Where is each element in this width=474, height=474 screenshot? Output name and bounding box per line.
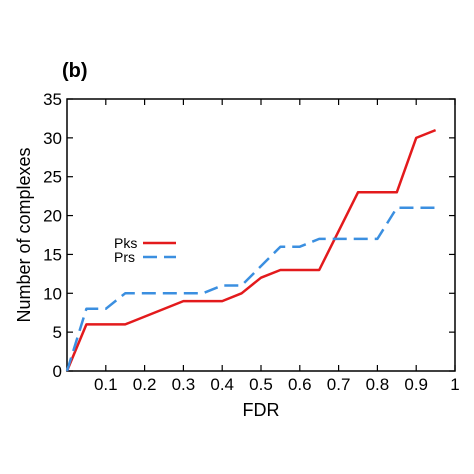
x-axis-label: FDR (243, 400, 280, 420)
x-tick-label: 0.3 (172, 375, 196, 394)
legend-label-prs: Prs (114, 249, 135, 265)
x-tick-label: 0.4 (210, 375, 234, 394)
y-tick-label: 5 (53, 323, 62, 342)
series-group (65, 128, 437, 372)
y-tick-label: 0 (53, 362, 62, 381)
y-tick-label: 10 (43, 284, 62, 303)
y-tick-label: 35 (43, 90, 62, 109)
x-tick-label: 0.6 (288, 375, 312, 394)
y-tick-label: 30 (43, 129, 62, 148)
x-axis: 0.1 0.2 0.3 0.4 0.5 0.6 0.7 0.8 0.9 1 (94, 99, 460, 394)
x-tick-label: 0.8 (366, 375, 390, 394)
y-axis-label: Number of complexes (14, 147, 34, 322)
x-tick-label: 0.9 (404, 375, 428, 394)
series-line-prs (65, 206, 436, 372)
y-tick-label: 25 (43, 168, 62, 187)
series-line-pks (65, 128, 437, 372)
x-tick-label: 1 (450, 375, 459, 394)
x-tick-label: 0.7 (327, 375, 351, 394)
x-tick-label: 0.5 (249, 375, 273, 394)
y-tick-label: 15 (43, 245, 62, 264)
panel-label: (b) (62, 60, 88, 82)
legend-label-pks: Pks (114, 235, 137, 251)
x-tick-label: 0.2 (133, 375, 157, 394)
x-tick-label: 0.1 (94, 375, 118, 394)
y-tick-label: 20 (43, 207, 62, 226)
y-axis: 0 5 10 15 20 25 30 35 (43, 90, 455, 381)
